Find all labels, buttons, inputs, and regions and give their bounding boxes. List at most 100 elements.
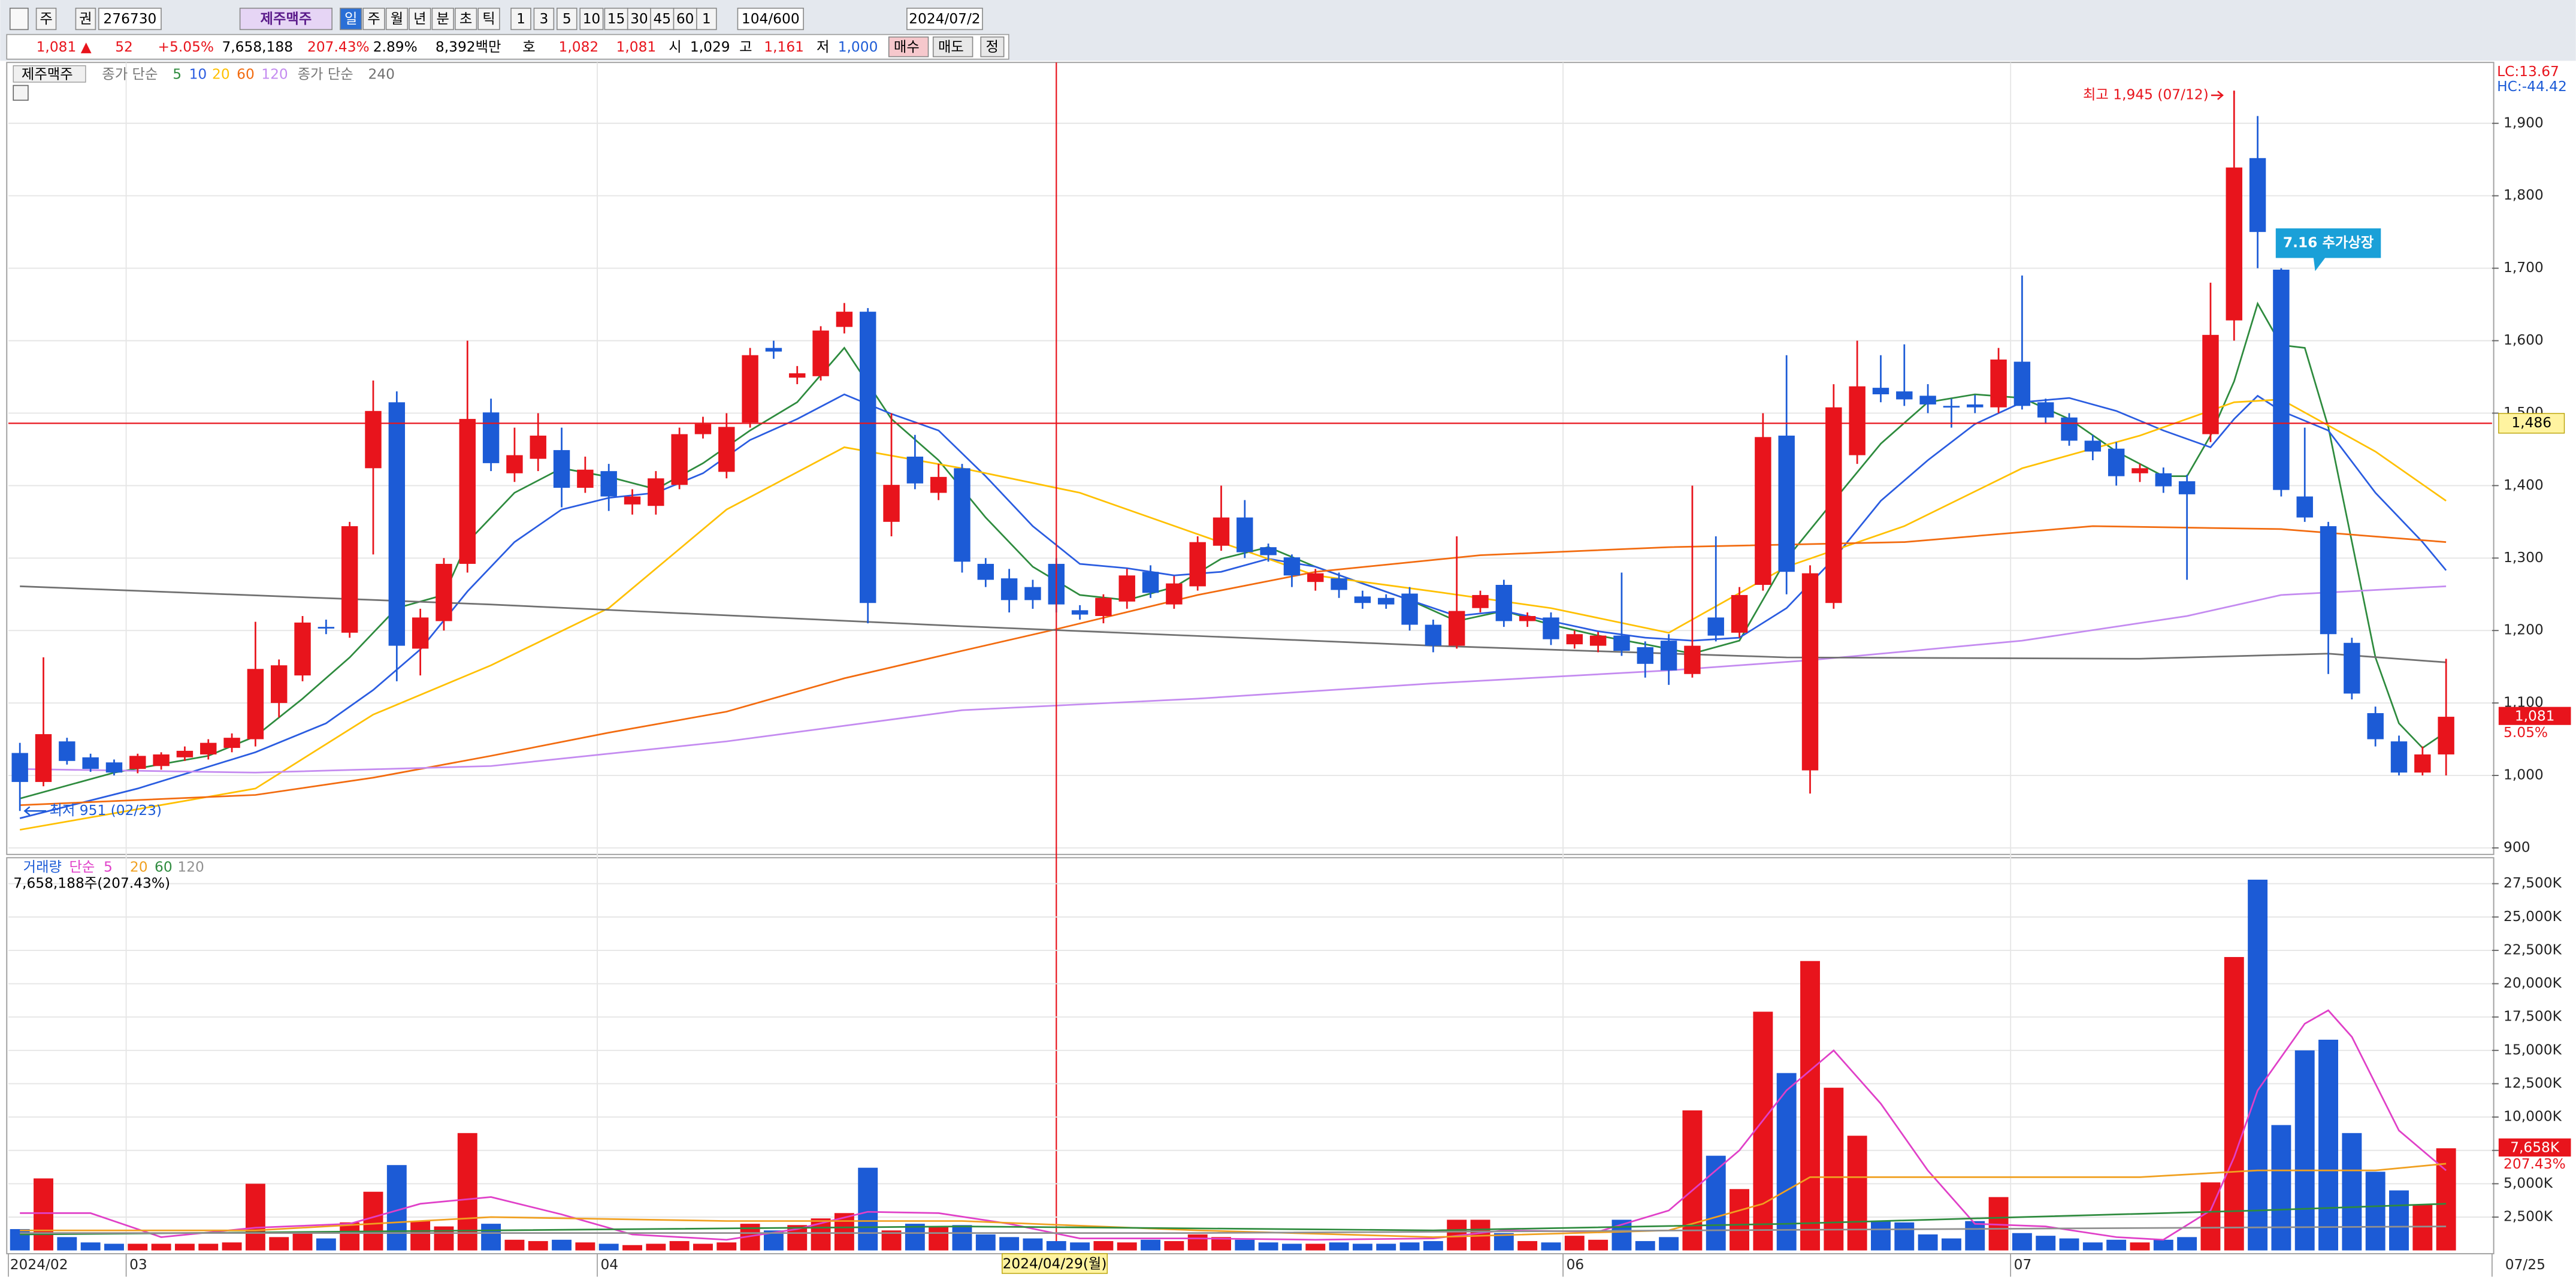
toolbar-button[interactable] — [533, 7, 555, 31]
moving-average — [20, 1203, 2447, 1236]
y-tick-label: 1,700 — [2504, 259, 2544, 276]
volume-bar — [269, 1237, 289, 1251]
candle-body — [1543, 617, 1559, 639]
panel-icon[interactable] — [13, 84, 29, 101]
toolbar-button[interactable] — [454, 7, 477, 31]
toolbar-button[interactable] — [409, 7, 431, 31]
volume-bar — [858, 1167, 878, 1251]
toolbar-label: 45 — [653, 11, 671, 27]
y-tick-label: 5,000K — [2504, 1175, 2553, 1191]
quote-button[interactable] — [980, 36, 1005, 58]
toolbar-button[interactable] — [737, 7, 804, 31]
toolbar-button[interactable] — [362, 7, 385, 31]
toolbar-button[interactable] — [477, 7, 500, 31]
toolbar-label: 일 — [344, 11, 357, 27]
legend-entry: 120 — [177, 859, 204, 875]
toolbar-button[interactable] — [35, 7, 57, 31]
volume-bar — [316, 1238, 336, 1251]
quote-item: 1,000 — [838, 39, 878, 55]
change-label: 5.05% — [2504, 724, 2548, 741]
candle-body — [2390, 741, 2408, 773]
candle-body — [2344, 642, 2360, 694]
toolbar-button[interactable] — [510, 7, 531, 31]
volume-bar — [1187, 1234, 1208, 1251]
candle-body — [1213, 517, 1230, 546]
toolbar-button[interactable] — [75, 7, 96, 31]
toolbar-button[interactable] — [579, 7, 604, 31]
event-callout — [2275, 228, 2381, 271]
toolbar-button[interactable] — [98, 7, 162, 31]
volume-bar — [1776, 1073, 1797, 1251]
candle-body — [223, 738, 240, 748]
volume-bar — [57, 1237, 77, 1251]
y-tick-label: 22,500K — [2504, 941, 2562, 958]
moving-average — [20, 585, 2447, 663]
legend-prefix: 종가 단순 — [102, 66, 158, 82]
legend-entry: 60 — [237, 66, 255, 82]
legend-box[interactable] — [13, 65, 86, 83]
candle-body — [1024, 587, 1041, 600]
toolbar-button[interactable] — [696, 7, 717, 31]
candle-body — [294, 622, 311, 676]
toolbar-label: 60 — [676, 11, 694, 27]
candle-body — [977, 563, 994, 580]
candle-body — [2273, 270, 2290, 490]
volume-bar — [552, 1239, 572, 1251]
candle-body — [35, 734, 52, 782]
last-volume-label: 7,658K — [2510, 1140, 2560, 1156]
volume-bar — [1824, 1088, 1844, 1251]
quote-button[interactable] — [932, 36, 973, 58]
volume-bar — [1541, 1242, 1561, 1251]
volume-bar — [1329, 1242, 1349, 1251]
low-arrow — [23, 806, 47, 816]
toolbar-button[interactable] — [385, 7, 409, 31]
y-tick-label: 1,000 — [2504, 767, 2544, 783]
candle-body — [624, 496, 641, 505]
candle-body — [906, 456, 924, 484]
toolbar-icon[interactable] — [9, 7, 29, 31]
volume-bar — [2177, 1237, 2197, 1251]
volume-bar — [1282, 1243, 1302, 1251]
y-tick-label: 27,500K — [2504, 875, 2562, 891]
candle-body — [1495, 585, 1513, 621]
toolbar-label: 30 — [630, 11, 648, 27]
volume-bar — [1399, 1242, 1420, 1251]
candle-body — [412, 617, 429, 649]
candle-body — [694, 424, 712, 434]
x-tick-label: 07 — [2014, 1257, 2032, 1273]
toolbar-button[interactable] — [650, 7, 675, 31]
candle-body — [153, 754, 170, 766]
quote-button[interactable] — [888, 36, 929, 58]
toolbar-button[interactable] — [556, 7, 578, 31]
candle-body — [2037, 402, 2054, 418]
volume-bar — [1588, 1239, 1609, 1251]
candle-body — [789, 373, 806, 378]
toolbar-button[interactable] — [627, 7, 651, 31]
candle-body — [2108, 448, 2125, 476]
toolbar-button[interactable] — [340, 7, 362, 31]
candle-body — [742, 355, 758, 423]
y-tick-label: 20,000K — [2504, 975, 2562, 991]
candle-body — [1401, 593, 1418, 625]
candle-body — [1684, 645, 1701, 674]
legend-title: 거래량 — [23, 859, 62, 875]
volume-bar — [1164, 1241, 1184, 1251]
last-price-label: 1,081 — [2515, 708, 2555, 724]
candle-body — [2438, 717, 2454, 754]
y-tick-label: 1,800 — [2504, 187, 2544, 203]
legend-title: 제주맥주 — [22, 66, 73, 82]
toolbar-button[interactable] — [239, 7, 332, 31]
toolbar-button[interactable] — [431, 7, 454, 31]
candle-body — [812, 330, 829, 376]
volume-bar — [1965, 1221, 1985, 1251]
volume-bar — [104, 1243, 124, 1251]
volume-bar — [1941, 1238, 1961, 1251]
toolbar-button[interactable] — [673, 7, 697, 31]
toolbar-button[interactable] — [906, 7, 983, 31]
volume-bar — [1730, 1189, 1750, 1251]
volume-bar — [693, 1243, 713, 1251]
low-note: 최저 951 (02/23) — [50, 802, 162, 819]
candle-body — [247, 669, 264, 739]
